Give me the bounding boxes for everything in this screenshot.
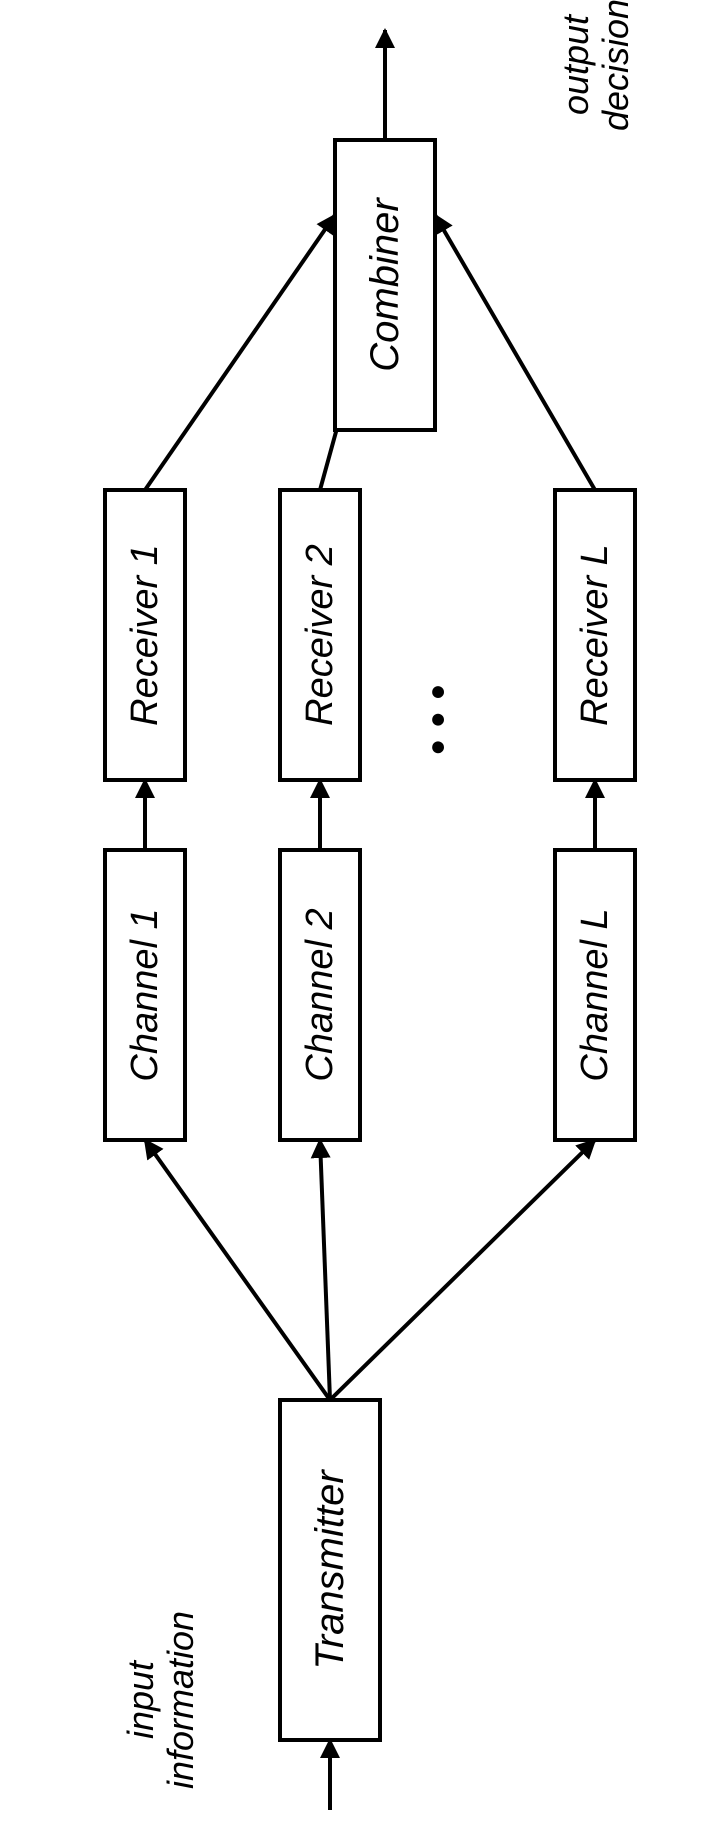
label-dots: • • • (414, 685, 463, 756)
label-transmitter: Transmitter (308, 1469, 352, 1670)
label-channel1: Channel 1 (124, 908, 166, 1081)
edge-transmitter-channel2 (320, 1140, 330, 1400)
edge-transmitter-channelL (330, 1140, 595, 1400)
label-receiverL: Receiver L (574, 544, 616, 726)
edge-receiver1-combiner (145, 215, 335, 490)
label-receiver2: Receiver 2 (299, 544, 341, 726)
label-output: outputdecision (555, 0, 636, 131)
edge-transmitter-channel1 (145, 1140, 330, 1400)
label-channel2: Channel 2 (299, 908, 341, 1081)
label-receiver1: Receiver 1 (124, 544, 166, 726)
label-input: inputinformation (120, 1611, 201, 1789)
edge-receiverL-combiner (435, 215, 595, 490)
label-combiner: Combiner (363, 197, 407, 372)
diagram-canvas: inputinformation Transmitter Channel 1 Chan… (0, 0, 723, 1827)
label-channelL: Channel L (574, 908, 616, 1081)
